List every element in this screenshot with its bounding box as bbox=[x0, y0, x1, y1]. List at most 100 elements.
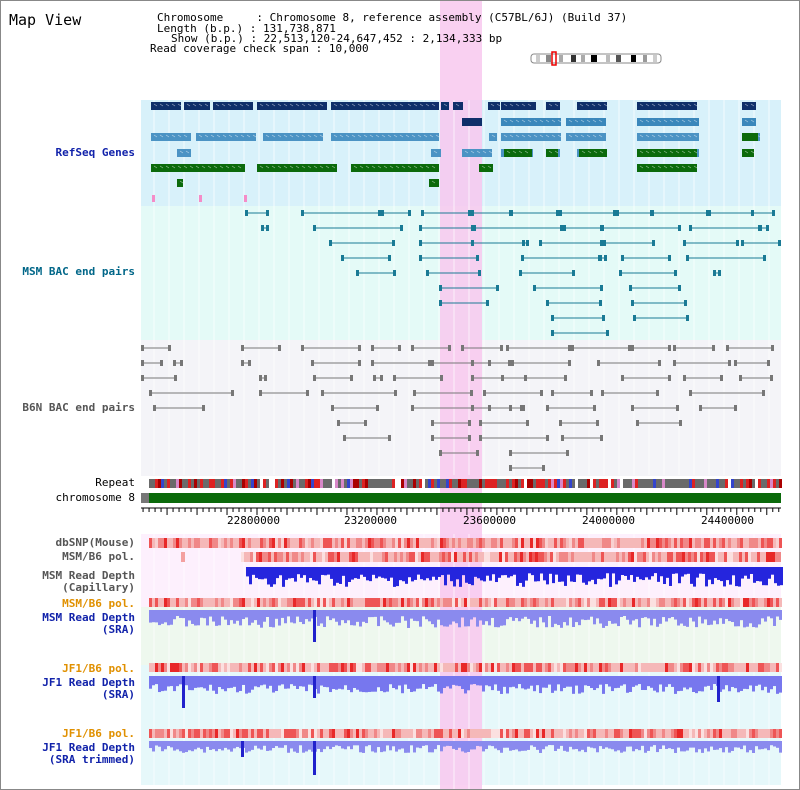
msm-bac-end bbox=[713, 270, 716, 276]
jf1-pol-cell bbox=[419, 663, 422, 672]
b6n-bac-end bbox=[149, 390, 152, 396]
msm-pol-cell bbox=[241, 552, 244, 562]
repeat-block bbox=[518, 479, 521, 488]
jf1-pol-cell bbox=[473, 663, 476, 672]
dbsnp-cell bbox=[281, 538, 284, 548]
jf1-pol2-cell bbox=[383, 729, 386, 738]
dbsnp-cell bbox=[722, 538, 725, 548]
msm-pol-cell bbox=[457, 552, 460, 562]
dbsnp-label[interactable]: dbSNP(Mouse) bbox=[55, 536, 135, 549]
dbsnp-cell bbox=[506, 538, 509, 548]
jf1-depth-trim-bar bbox=[386, 741, 389, 746]
msm-pol-cell bbox=[469, 552, 472, 562]
jf1-b6-pol-label-2[interactable]: JF1/B6 pol. bbox=[62, 727, 135, 740]
repeat-block bbox=[434, 479, 437, 488]
jf1-depth-trim-bar bbox=[515, 741, 518, 750]
msm-pol2-cell bbox=[740, 598, 743, 607]
jf1-read-depth-trimmed-label[interactable]: JF1 Read Depth (SRA trimmed) bbox=[42, 741, 135, 766]
jf1-depth-trim-bar bbox=[425, 741, 428, 746]
msm-b6-pol-label-1[interactable]: MSM/B6 pol. bbox=[62, 550, 135, 563]
gene-feature bbox=[151, 133, 191, 141]
dbsnp-cell bbox=[617, 538, 620, 548]
gene-strand-mark bbox=[353, 165, 358, 169]
msm-pol-cell bbox=[673, 552, 676, 562]
msm-depth-cap-bar bbox=[531, 567, 534, 576]
jf1-pol-cell bbox=[314, 663, 317, 672]
msm-pol2-cell bbox=[218, 598, 221, 607]
jf1-depth-sra-bar bbox=[584, 676, 587, 686]
msm-depth-sra-bar bbox=[746, 610, 749, 627]
gene-strand-mark bbox=[509, 103, 514, 107]
repeat-block bbox=[449, 479, 452, 488]
jf1-pol2-cell bbox=[371, 729, 374, 738]
msm-pol2-cell bbox=[581, 598, 584, 607]
jf1-pol-cell bbox=[593, 663, 596, 672]
msm-read-depth-capillary-label[interactable]: MSM Read Depth (Capillary) bbox=[42, 569, 135, 594]
jf1-depth-trim-bar bbox=[170, 741, 173, 748]
gene-strand-mark bbox=[657, 134, 662, 138]
jf1-pol2-cell bbox=[152, 729, 155, 738]
msm-b6-pol-label-2[interactable]: MSM/B6 pol. bbox=[62, 597, 135, 610]
gene-strand-mark bbox=[579, 103, 584, 107]
jf1-depth-sra-bar-spike bbox=[717, 676, 720, 702]
jf1-depth-trim-bar-spike bbox=[313, 741, 316, 775]
gene-feature bbox=[566, 118, 606, 126]
gene-strand-mark bbox=[645, 134, 650, 138]
jf1-depth-trim-bar bbox=[608, 741, 611, 749]
msm-pol-cell bbox=[757, 552, 760, 562]
jf1-read-depth-sra-label[interactable]: JF1 Read Depth (SRA) bbox=[42, 676, 135, 701]
msm-read-depth-sra-label[interactable]: MSM Read Depth (SRA) bbox=[42, 611, 135, 636]
jf1-pol-cell bbox=[545, 663, 548, 672]
repeat-block bbox=[485, 479, 488, 488]
msm-bac-label[interactable]: MSM BAC end pairs bbox=[22, 265, 135, 278]
jf1-depth-trim-bar bbox=[485, 741, 488, 750]
refseq-genes-label[interactable]: RefSeq Genes bbox=[55, 146, 135, 159]
jf1-depth-sra-bar bbox=[587, 676, 590, 687]
msm-pol2-cell bbox=[323, 598, 326, 607]
jf1-depth-trim-bar bbox=[230, 741, 233, 752]
msm-pol2-cell bbox=[368, 598, 371, 607]
msm-pol2-cell bbox=[395, 598, 398, 607]
jf1-pol2-cell bbox=[434, 729, 437, 738]
msm-pol-cell bbox=[679, 552, 682, 562]
jf1-depth-trim-bar bbox=[641, 741, 644, 746]
msm-depth-sra-bar bbox=[431, 610, 434, 625]
msm-pol-cell bbox=[286, 552, 289, 562]
msm-pol2-cell bbox=[527, 598, 530, 607]
dbsnp-cell bbox=[689, 538, 692, 548]
jf1-depth-trim-bar bbox=[686, 741, 689, 751]
dbsnp-cell bbox=[587, 538, 590, 548]
jf1-depth-sra-bar bbox=[431, 676, 434, 687]
msm-depth-sra-bar bbox=[482, 610, 485, 625]
jf1-pol2-cell bbox=[656, 729, 659, 738]
jf1-pol-cell bbox=[713, 663, 716, 672]
jf1-depth-sra-bar bbox=[713, 676, 716, 685]
msm-bac-end bbox=[631, 300, 634, 306]
msm-pol2-cell bbox=[752, 598, 755, 607]
jf1-b6-pol-label-1[interactable]: JF1/B6 pol. bbox=[62, 662, 135, 675]
jf1-pol-cell bbox=[323, 663, 326, 672]
dbsnp-cell bbox=[611, 538, 614, 548]
msm-pol-cell bbox=[250, 552, 253, 562]
msm-pol2-cell bbox=[695, 598, 698, 607]
msm-depth-sra-bar bbox=[524, 610, 527, 617]
jf1-pol2-cell bbox=[392, 729, 395, 738]
repeat-block bbox=[551, 479, 554, 488]
gene-strand-mark bbox=[481, 165, 486, 169]
msm-pol-cell bbox=[682, 552, 685, 562]
msm-bac-end bbox=[559, 210, 562, 216]
msm-depth-sra-bar bbox=[563, 610, 566, 623]
b6n-bac-end bbox=[259, 390, 262, 396]
jf1-depth-sra-bar bbox=[737, 676, 740, 693]
gene-strand-mark bbox=[693, 103, 698, 107]
jf1-depth-sra-bar bbox=[194, 676, 197, 688]
jf1-pol-cell bbox=[554, 663, 557, 672]
gene-strand-mark bbox=[675, 134, 680, 138]
jf1-depth-trim-bar bbox=[704, 741, 707, 749]
msm-pol-cell bbox=[520, 552, 523, 562]
msm-depth-sra-bar bbox=[647, 610, 650, 619]
dbsnp-cell bbox=[419, 538, 422, 548]
b6n-bac-label[interactable]: B6N BAC end pairs bbox=[22, 401, 135, 414]
jf1-pol2-cell bbox=[161, 729, 164, 738]
jf1-depth-sra-bar bbox=[653, 676, 656, 691]
